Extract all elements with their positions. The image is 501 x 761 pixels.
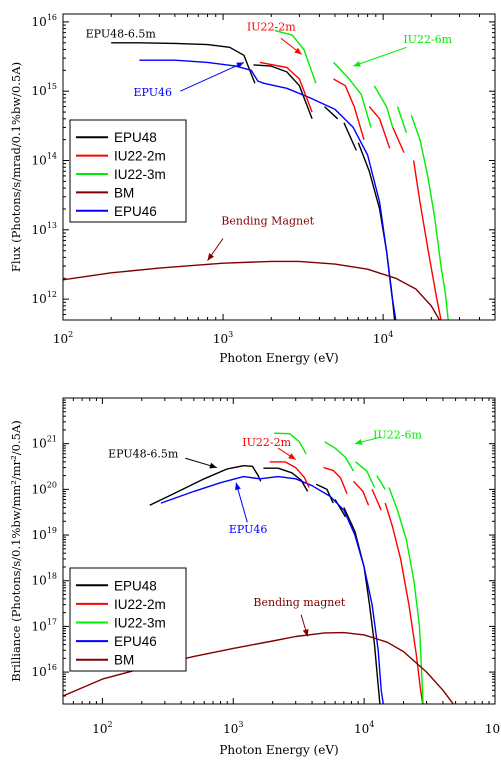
series-line: [373, 85, 394, 128]
legend: EPU48 IU22-2m IU22-3m BM EPU46: [69, 119, 187, 223]
x-axis-label: Photon Energy (eV): [219, 743, 338, 757]
y-tick-label: 1016: [32, 13, 57, 29]
y-tick-label: 1016: [32, 663, 57, 679]
series-line: [333, 78, 365, 140]
series-line: [160, 475, 384, 704]
chart-brilliance: 102 103 104 105 1016 1017 1018 1019 1020 1021 Phot…: [9, 397, 501, 757]
annotation-arrow: [180, 61, 245, 92]
series-line: [392, 127, 405, 153]
annotation-label: EPU46: [134, 86, 173, 99]
series-line: [412, 160, 442, 320]
x-axis-label: Photon Energy (eV): [219, 351, 338, 365]
annotation-label: IU22-6m: [373, 428, 422, 441]
x-tick-label: 102: [53, 330, 73, 346]
y-tick-label: 1014: [32, 152, 57, 168]
series-line: [384, 502, 424, 704]
series-line: [274, 29, 317, 84]
annotation-arrowhead: [302, 628, 309, 637]
series-line: [388, 487, 424, 704]
legend-label: EPU46: [114, 204, 157, 219]
legend-label: EPU46: [114, 634, 157, 649]
annotation-label: Bending Magnet: [221, 214, 314, 227]
series-line: [149, 465, 262, 506]
legend-label: IU22-2m: [114, 597, 166, 612]
annotation-label: EPU48-6.5m: [108, 447, 179, 460]
series-line: [352, 480, 370, 506]
series-line: [376, 475, 386, 490]
annotation-arrowhead: [294, 47, 302, 55]
annotation-arrowhead: [209, 462, 217, 469]
series-line: [368, 106, 391, 149]
series-line: [410, 114, 449, 320]
x-tick-label: 104: [373, 330, 393, 346]
y-tick-label: 1021: [32, 435, 57, 451]
chart-flux: 102 103 104 1012 1013 1014 1015 1016 Photon Ener…: [9, 13, 496, 365]
series-line: [259, 61, 313, 113]
legend-label: IU22-3m: [114, 167, 166, 182]
y-tick-label: 1018: [32, 572, 57, 588]
x-tick-label: 103: [223, 720, 243, 736]
series-line: [324, 441, 355, 472]
series-line: [324, 106, 339, 120]
legend: EPU48 IU22-2m IU22-3m EPU46 BM: [69, 567, 187, 672]
series-line: [253, 64, 313, 120]
y-tick-label: 1015: [32, 82, 57, 98]
annotation-arrowhead: [288, 453, 296, 460]
legend-label: EPU48: [114, 130, 157, 145]
annotation-label: EPU48-6.5m: [86, 27, 157, 40]
y-axis-label: Flux (Photons/s/mrad/0.1%bw/0.5A): [9, 62, 23, 272]
series-line: [269, 461, 310, 488]
plot-frame: [62, 13, 496, 321]
series-line: [332, 61, 372, 128]
plot-area: [63, 29, 449, 320]
annotation-label: Bending magnet: [253, 596, 345, 609]
series-line: [274, 432, 307, 455]
series-line: [343, 507, 381, 704]
x-tick-label: 104: [354, 720, 374, 736]
y-tick-label: 1013: [32, 221, 57, 237]
x-tick-label: 102: [92, 720, 112, 736]
y-tick-label: 1020: [32, 480, 57, 496]
annotation-arrowhead: [354, 439, 363, 445]
series-line: [63, 260, 441, 320]
annotation-label: IU22-6m: [403, 33, 452, 46]
series-line: [371, 489, 382, 511]
legend-label: IU22-2m: [114, 149, 166, 164]
series-line: [263, 467, 309, 492]
legend-label: BM: [114, 185, 134, 200]
series-line: [355, 461, 376, 488]
y-tick-label: 1017: [32, 617, 57, 633]
annotation-arrowhead: [207, 253, 215, 261]
legend-label: EPU48: [114, 578, 157, 593]
annotation-label: IU22-2m: [247, 21, 296, 34]
series-line: [357, 142, 396, 320]
series-line: [343, 122, 357, 151]
plot-frame: [62, 397, 496, 705]
series-line: [111, 42, 256, 84]
annotation-arrow: [353, 46, 407, 67]
y-tick-label: 1012: [32, 290, 57, 306]
legend-label: IU22-3m: [114, 616, 166, 631]
annotation-arrowhead: [235, 482, 241, 491]
x-tick-label: 103: [213, 330, 233, 346]
y-axis-label: Brilliance (Photons/s/0.1%bw/mm²/mr²/0.5…: [9, 420, 23, 681]
series-line: [315, 483, 334, 504]
annotation-label: IU22-2m: [242, 436, 291, 449]
annotation-arrowhead: [236, 62, 244, 69]
y-tick-label: 1019: [32, 526, 57, 542]
annotation-arrowhead: [353, 60, 361, 67]
series-line: [323, 466, 348, 495]
series-line: [139, 59, 397, 320]
x-tick-label: 105: [485, 720, 501, 736]
annotation-label: EPU46: [229, 523, 268, 536]
series-line: [396, 106, 408, 134]
legend-label: BM: [114, 653, 134, 668]
